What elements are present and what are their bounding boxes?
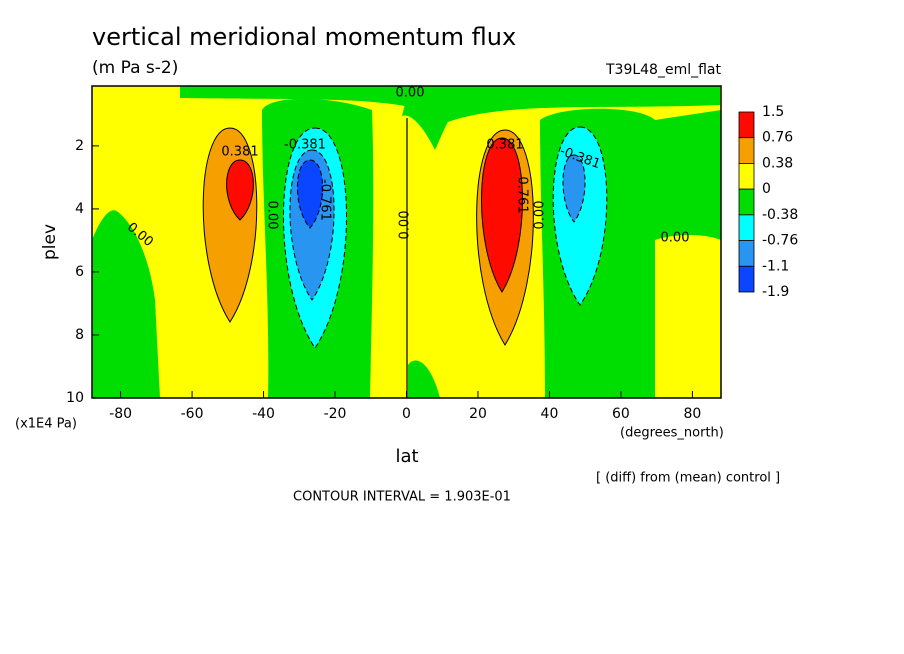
- run-label: T39L48_eml_flat: [605, 62, 722, 78]
- contour-band: [408, 360, 440, 398]
- y-axis-label: plev: [40, 224, 60, 260]
- colorbar-label: -1.1: [762, 258, 789, 274]
- contour-band: [481, 137, 523, 293]
- colorbar-label: 1.5: [762, 104, 784, 120]
- x-tick-label: 0: [402, 406, 411, 422]
- x-tick-label: 60: [612, 406, 630, 422]
- colorbar-label: -1.9: [762, 284, 789, 300]
- colorbar-label: -0.38: [762, 207, 798, 223]
- x-tick-label: 20: [469, 406, 487, 422]
- chart-title: vertical meridional momentum flux: [92, 23, 516, 51]
- x-tick-label: -40: [252, 406, 275, 422]
- colorbar-label: -0.76: [762, 233, 798, 249]
- contour-band: [92, 210, 160, 398]
- y-tick-label: 4: [75, 201, 84, 217]
- x-tick-label: 80: [683, 406, 701, 422]
- contour-label: -0.381: [284, 138, 326, 153]
- y-tick-label: 8: [75, 327, 84, 343]
- colorbar-label: 0.76: [762, 130, 793, 146]
- contour-label: 0.00: [265, 201, 280, 230]
- y-tick-label: 6: [75, 264, 84, 280]
- colorbar-box: [738, 188, 755, 216]
- chart-subtitle: (m Pa s-2): [92, 58, 178, 78]
- colorbar-label: 0: [762, 181, 771, 197]
- contour-label: -0.761: [318, 179, 333, 221]
- colorbar-box: [738, 214, 755, 241]
- contour-band: [296, 159, 324, 229]
- colorbar-label: 0.38: [762, 155, 793, 171]
- colorbar-box: [738, 163, 755, 190]
- x-unit: (degrees_north): [620, 426, 724, 441]
- x-tick-label: 40: [541, 406, 559, 422]
- contour-label: 0.00: [398, 211, 413, 240]
- x-tick-label: -80: [109, 406, 132, 422]
- contour-band: [562, 154, 586, 223]
- y-tick-label: 10: [66, 390, 84, 406]
- contour-label: 0.761: [515, 176, 530, 213]
- x-tick-label: -20: [324, 406, 347, 422]
- y-unit: (x1E4 Pa): [15, 417, 77, 432]
- contour-label: 0.381: [486, 138, 523, 153]
- x-axis-label: lat: [395, 446, 418, 467]
- contour-label: 0.00: [661, 231, 690, 246]
- annotation: CONTOUR INTERVAL = 1.903E-01: [293, 490, 511, 505]
- contour-label: 0.381: [221, 145, 258, 160]
- contour-label: 0.00: [533, 201, 548, 230]
- colorbar-box: [738, 265, 755, 293]
- field: [92, 86, 721, 398]
- contour-band: [402, 92, 470, 150]
- colorbar-box: [738, 240, 755, 267]
- colorbar-box: [738, 111, 755, 139]
- x-tick-label: -60: [181, 406, 204, 422]
- contour-label: 0.00: [396, 86, 425, 101]
- colorbar-box: [738, 137, 755, 164]
- y-tick-label: 2: [75, 138, 84, 154]
- annotation: [ (diff) from (mean) control ]: [596, 471, 780, 486]
- contour-band: [226, 159, 254, 221]
